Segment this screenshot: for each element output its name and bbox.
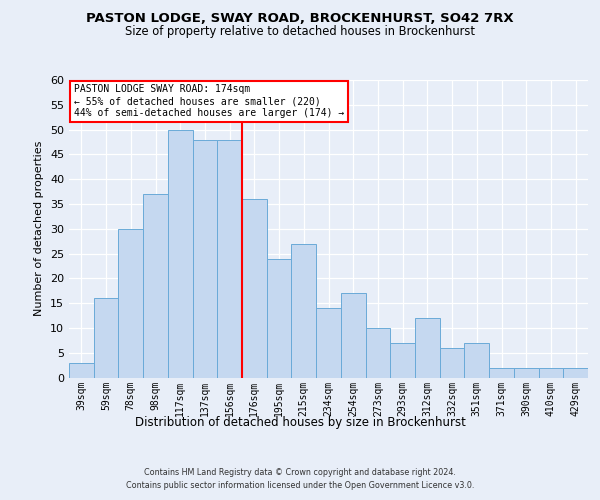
Bar [168, 130, 193, 378]
Bar [489, 368, 514, 378]
Bar [464, 343, 489, 378]
Bar [390, 343, 415, 378]
Bar [563, 368, 588, 378]
Bar [365, 328, 390, 378]
Text: PASTON LODGE, SWAY ROAD, BROCKENHURST, SO42 7RX: PASTON LODGE, SWAY ROAD, BROCKENHURST, S… [86, 12, 514, 26]
Bar [193, 140, 217, 378]
Bar [94, 298, 118, 378]
Text: Size of property relative to detached houses in Brockenhurst: Size of property relative to detached ho… [125, 25, 475, 38]
Bar [341, 293, 365, 378]
Bar [514, 368, 539, 378]
Bar [69, 362, 94, 378]
Bar [440, 348, 464, 378]
Bar [316, 308, 341, 378]
Bar [267, 258, 292, 378]
Bar [242, 199, 267, 378]
Text: Contains HM Land Registry data © Crown copyright and database right 2024.: Contains HM Land Registry data © Crown c… [144, 468, 456, 477]
Text: PASTON LODGE SWAY ROAD: 174sqm
← 55% of detached houses are smaller (220)
44% of: PASTON LODGE SWAY ROAD: 174sqm ← 55% of … [74, 84, 344, 117]
Bar [292, 244, 316, 378]
Text: Contains public sector information licensed under the Open Government Licence v3: Contains public sector information licen… [126, 480, 474, 490]
Bar [539, 368, 563, 378]
Bar [415, 318, 440, 378]
Y-axis label: Number of detached properties: Number of detached properties [34, 141, 44, 316]
Bar [217, 140, 242, 378]
Text: Distribution of detached houses by size in Brockenhurst: Distribution of detached houses by size … [134, 416, 466, 429]
Bar [118, 229, 143, 378]
Bar [143, 194, 168, 378]
